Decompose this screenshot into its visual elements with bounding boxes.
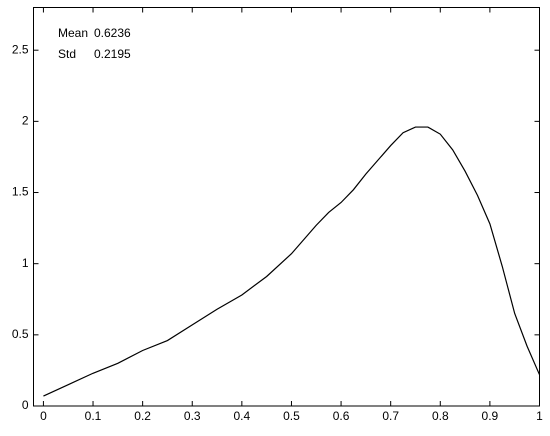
x-tick-label: 0.6 xyxy=(333,409,350,423)
x-tick-label: 0.3 xyxy=(184,409,201,423)
y-tick-label: 2 xyxy=(22,114,29,128)
x-tick-label: 0.1 xyxy=(85,409,102,423)
x-tick-label: 0.9 xyxy=(482,409,499,423)
y-tick-label: 2.5 xyxy=(12,42,29,56)
x-tick-label: 0.5 xyxy=(283,409,300,423)
x-tick-label: 0.7 xyxy=(382,409,399,423)
x-tick-label: 0.8 xyxy=(432,409,449,423)
annotation-label: Std xyxy=(58,47,76,61)
y-tick-label: 1 xyxy=(22,256,29,270)
x-tick-label: 0.2 xyxy=(134,409,151,423)
x-tick-label: 1 xyxy=(536,409,543,423)
annotation-value: 0.2195 xyxy=(94,47,131,61)
x-tick-label: 0 xyxy=(40,409,47,423)
annotation-label: Mean xyxy=(58,26,88,40)
y-tick-label: 0 xyxy=(22,398,29,412)
axes-box xyxy=(33,7,540,407)
y-tick-label: 1.5 xyxy=(12,185,29,199)
x-tick-label: 0.4 xyxy=(234,409,251,423)
y-tick-label: 0.5 xyxy=(12,327,29,341)
annotation-value: 0.6236 xyxy=(94,26,131,40)
line-series xyxy=(43,126,541,397)
